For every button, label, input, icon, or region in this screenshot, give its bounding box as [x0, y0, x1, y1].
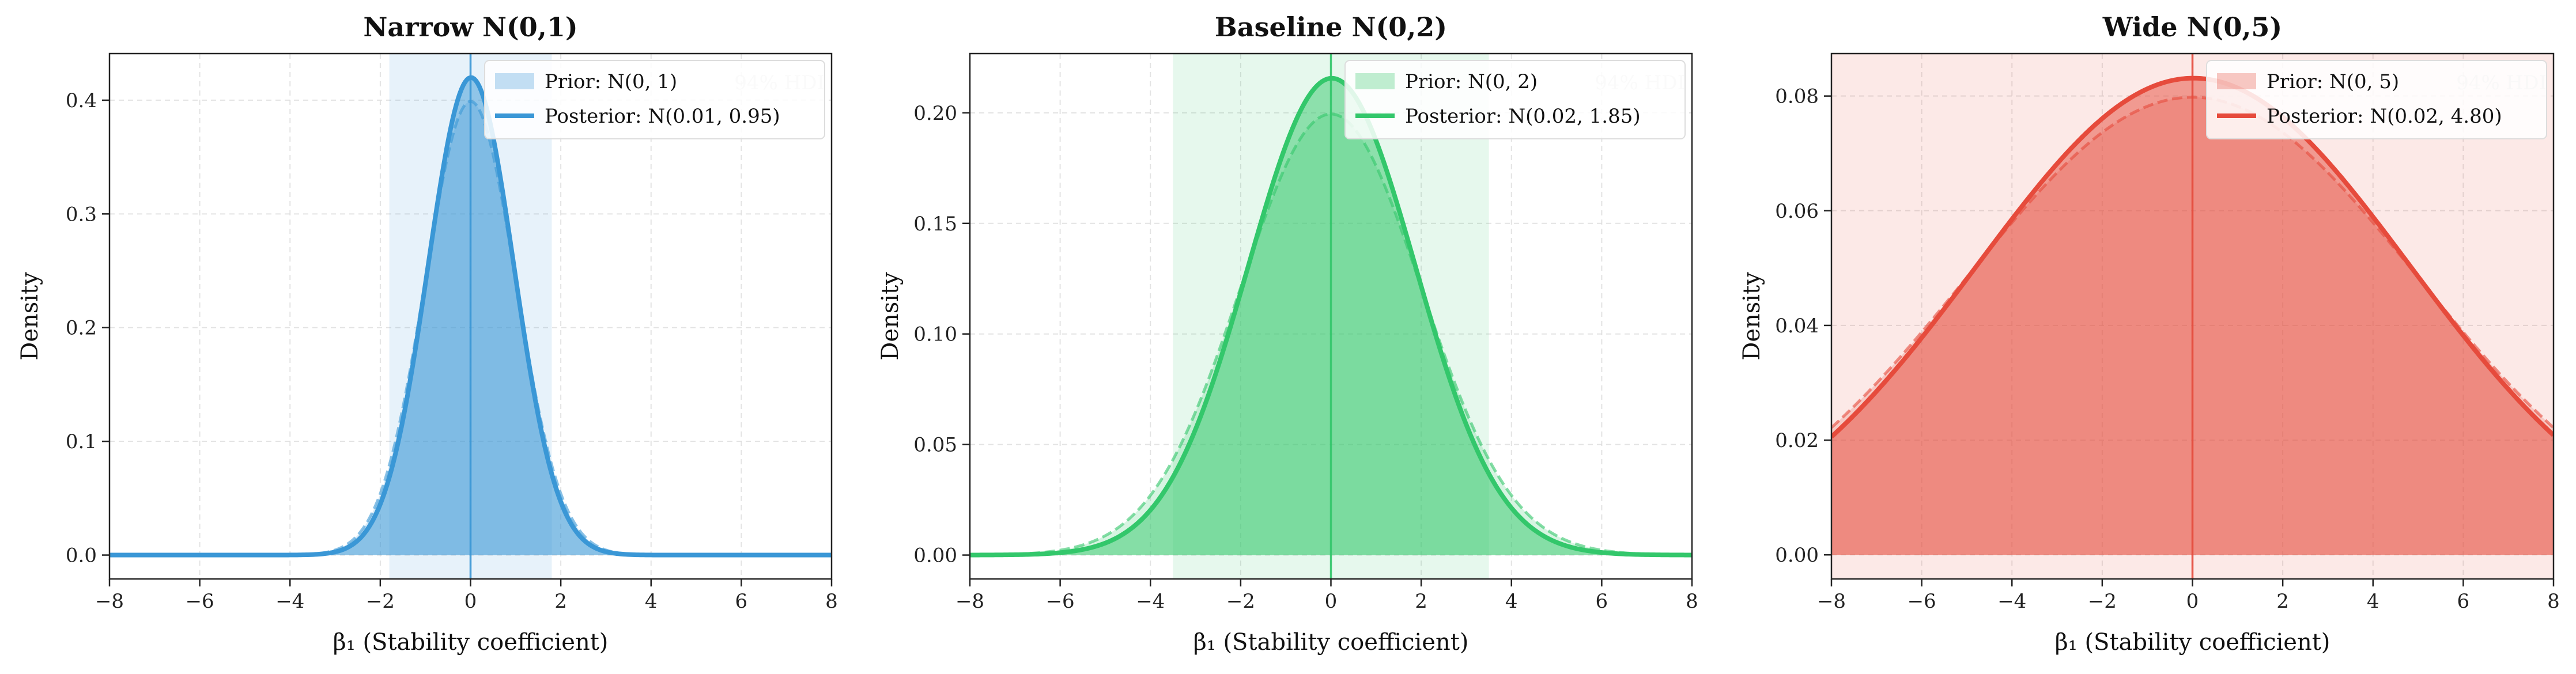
x-tick-label-4: 0: [464, 590, 477, 613]
y-tick-label-3: 0.3: [66, 203, 97, 226]
x-tick-label-3: −2: [2088, 590, 2117, 613]
x-tick-label-7: 6: [2457, 590, 2470, 613]
x-tick-label-1: −6: [186, 590, 214, 613]
y-tick-label-4: 0.20: [913, 102, 957, 125]
chart-title: Baseline N(0,2): [1215, 12, 1447, 43]
x-axis-label: β₁ (Stability coefficient): [2055, 629, 2331, 656]
legend-box: [484, 60, 825, 139]
x-tick-label-5: 2: [2276, 590, 2289, 613]
x-tick-label-5: 2: [1415, 590, 1427, 613]
x-tick-label-7: 6: [1596, 590, 1608, 613]
x-tick-label-1: −6: [1908, 590, 1936, 613]
x-axis-label: β₁ (Stability coefficient): [333, 629, 609, 656]
y-tick-label-3: 0.06: [1775, 200, 1819, 223]
legend-box: [1344, 60, 1686, 139]
y-tick-label-0: 0.00: [1775, 544, 1819, 567]
x-tick-label-0: −8: [955, 590, 984, 613]
y-axis-label: Density: [17, 272, 43, 361]
legend-box: [2206, 60, 2547, 139]
y-tick-label-4: 0.08: [1775, 85, 1819, 108]
y-axis-label: Density: [1739, 272, 1765, 361]
y-tick-label-0: 0.00: [913, 544, 957, 567]
plot-area: [109, 54, 832, 579]
y-tick-label-2: 0.10: [913, 323, 957, 346]
chart-panel-3: −8 −6 −4 −2 0 2 4 6 8 0.00 0.02 0.04 0.06 0.08 Wide N(…: [1739, 12, 2560, 656]
chart-title: Wide N(0,5): [2102, 12, 2282, 43]
y-axis-label: Density: [877, 272, 904, 361]
legend: Prior: N(0, 1) Posterior: N(0.01, 0.95): [484, 60, 825, 139]
legend-posterior-label: Posterior: N(0.02, 4.80): [2267, 105, 2502, 128]
x-tick-label-3: −2: [1226, 590, 1255, 613]
legend-posterior-label: Posterior: N(0.01, 0.95): [545, 105, 780, 128]
x-tick-label-4: 0: [2186, 590, 2199, 613]
x-tick-label-8: 8: [2547, 590, 2560, 613]
y-tick-label-4: 0.4: [66, 89, 97, 112]
y-tick-label-2: 0.04: [1775, 315, 1819, 338]
legend-prior-label: Prior: N(0, 2): [1405, 70, 1538, 93]
x-tick-label-2: −4: [275, 590, 304, 613]
legend: Prior: N(0, 2) Posterior: N(0.02, 1.85): [1344, 60, 1686, 139]
legend-posterior-label: Posterior: N(0.02, 1.85): [1405, 105, 1641, 128]
legend-prior-label: Prior: N(0, 5): [2267, 70, 2399, 93]
x-tick-label-3: −2: [366, 590, 395, 613]
y-tick-label-1: 0.02: [1775, 429, 1819, 452]
legend-prior-swatch: [2217, 73, 2256, 89]
y-tick-label-0: 0.0: [66, 544, 97, 567]
x-tick-label-2: −4: [1997, 590, 2026, 613]
legend-prior-swatch: [495, 73, 534, 89]
plot-area: [970, 54, 1692, 579]
x-axis-label: β₁ (Stability coefficient): [1193, 629, 1469, 656]
y-tick-label-2: 0.2: [66, 317, 97, 340]
chart-panel-1: −8 −6 −4 −2 0 2 4 6 8 0.0 0.1 0.2 0.3 0.4 Narrow N(0,1…: [17, 12, 838, 656]
y-tick-label-3: 0.15: [913, 213, 957, 236]
prior-curve: [970, 112, 1692, 556]
x-tick-label-0: −8: [1817, 590, 1846, 613]
plot-area: [1831, 54, 2554, 579]
x-tick-label-6: 4: [2367, 590, 2379, 613]
x-tick-label-0: −8: [95, 590, 124, 613]
legend: Prior: N(0, 5) Posterior: N(0.02, 4.80): [2206, 60, 2547, 139]
chart-panel-2: −8 −6 −4 −2 0 2 4 6 8 0.00 0.05 0.10 0.15 0.20 Baselin…: [877, 12, 1698, 656]
x-tick-label-1: −6: [1046, 590, 1075, 613]
x-tick-label-8: 8: [1686, 590, 1698, 613]
legend-prior-swatch: [1355, 73, 1395, 89]
y-tick-label-1: 0.05: [913, 434, 957, 457]
x-tick-label-4: 0: [1325, 590, 1338, 613]
x-tick-label-2: −4: [1136, 590, 1165, 613]
x-tick-label-5: 2: [554, 590, 567, 613]
chart-title: Narrow N(0,1): [363, 12, 577, 43]
x-tick-label-7: 6: [735, 590, 748, 613]
x-tick-label-6: 4: [645, 590, 658, 613]
x-tick-label-6: 4: [1505, 590, 1518, 613]
y-tick-label-1: 0.1: [66, 430, 97, 453]
x-tick-label-8: 8: [825, 590, 838, 613]
legend-prior-label: Prior: N(0, 1): [545, 70, 677, 93]
